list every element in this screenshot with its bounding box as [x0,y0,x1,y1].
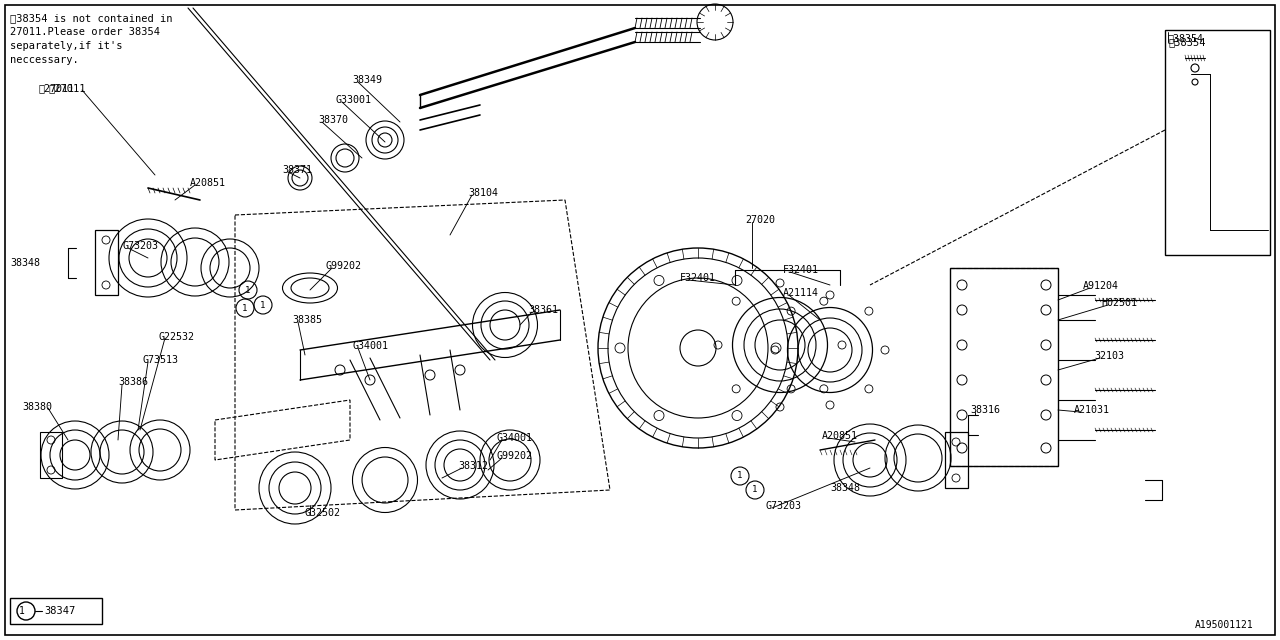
Text: F32401: F32401 [783,265,819,275]
Text: G34001: G34001 [352,341,388,351]
Text: 38347: 38347 [44,606,76,616]
Text: 38361: 38361 [529,305,558,315]
Text: 38348: 38348 [829,483,860,493]
Text: G73203: G73203 [122,241,157,251]
Text: 1: 1 [737,472,742,481]
Bar [950,268,1059,466]
Text: 38316: 38316 [970,405,1000,415]
Bar [10,598,102,624]
Text: ※27011: ※27011 [38,83,74,93]
Text: G33001: G33001 [335,95,371,105]
Text: 38386: 38386 [118,377,148,387]
Text: ※38354: ※38354 [1169,37,1206,47]
Text: A20851: A20851 [822,431,858,441]
Text: 38370: 38370 [317,115,348,125]
Text: A21114: A21114 [783,288,819,298]
Text: 38385: 38385 [292,315,323,325]
Text: A20851: A20851 [189,178,227,188]
Bar [1165,30,1270,255]
Text: separately,if it's: separately,if it's [10,41,123,51]
Text: 1: 1 [19,606,24,616]
Text: G34001: G34001 [497,433,532,443]
Text: 27020: 27020 [745,215,774,225]
Text: 1: 1 [242,303,248,312]
Text: 1: 1 [753,486,758,495]
Text: A91204: A91204 [1083,281,1119,291]
Text: G73513: G73513 [142,355,178,365]
Text: F32401: F32401 [680,273,716,283]
Text: ※27011: ※27011 [49,83,86,93]
Text: H02501: H02501 [1101,298,1137,308]
Text: 38371: 38371 [282,165,312,175]
Text: G22532: G22532 [157,332,195,342]
Text: 38349: 38349 [352,75,381,85]
Text: G32502: G32502 [305,508,340,518]
Text: 38104: 38104 [468,188,498,198]
Text: 32103: 32103 [1094,351,1124,361]
Text: 38312: 38312 [458,461,488,471]
Text: G99202: G99202 [325,261,361,271]
Text: G99202: G99202 [497,451,532,461]
Text: 1: 1 [260,301,266,310]
Text: neccessary.: neccessary. [10,55,79,65]
Text: A195001121: A195001121 [1196,620,1253,630]
Text: 1: 1 [246,285,251,294]
Text: A21031: A21031 [1074,405,1110,415]
Text: 27011.Please order 38354: 27011.Please order 38354 [10,27,160,37]
Text: ※38354 is not contained in: ※38354 is not contained in [10,13,173,23]
Text: 38348: 38348 [10,258,40,268]
Text: G73203: G73203 [765,501,801,511]
Text: 38380: 38380 [22,402,52,412]
Text: ※38354: ※38354 [1169,33,1204,43]
